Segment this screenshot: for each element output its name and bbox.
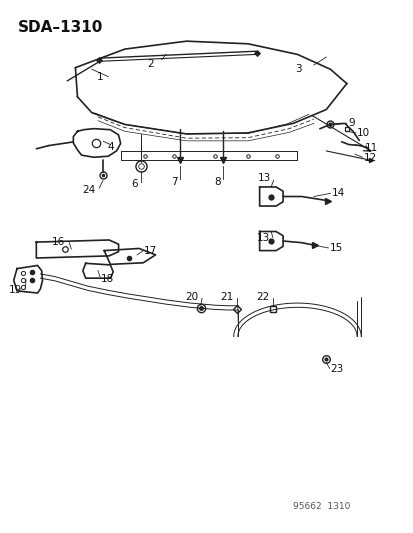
Text: 9: 9 xyxy=(347,118,354,128)
Text: 21: 21 xyxy=(220,292,233,302)
Text: 24: 24 xyxy=(83,184,96,195)
Text: 1: 1 xyxy=(97,71,103,82)
Text: 10: 10 xyxy=(356,128,369,138)
Text: 13: 13 xyxy=(257,173,270,183)
Text: 14: 14 xyxy=(331,188,344,198)
Text: 7: 7 xyxy=(170,176,177,187)
Text: 11: 11 xyxy=(363,143,377,153)
Text: 20: 20 xyxy=(185,292,198,302)
Text: 6: 6 xyxy=(131,179,138,189)
Text: 17: 17 xyxy=(144,246,157,256)
Text: 3: 3 xyxy=(294,64,301,74)
Text: 12: 12 xyxy=(363,154,376,163)
Text: 16: 16 xyxy=(52,237,65,247)
Text: 18: 18 xyxy=(101,273,114,284)
Text: 95662  1310: 95662 1310 xyxy=(293,503,350,512)
Text: 19: 19 xyxy=(9,285,22,295)
Text: 13: 13 xyxy=(256,233,269,244)
Text: 23: 23 xyxy=(330,365,343,374)
Text: 22: 22 xyxy=(256,292,269,302)
Text: 8: 8 xyxy=(214,176,220,187)
Text: SDA–1310: SDA–1310 xyxy=(18,20,103,35)
Text: 4: 4 xyxy=(107,142,114,152)
Text: 2: 2 xyxy=(147,59,153,69)
Text: 15: 15 xyxy=(329,244,342,254)
